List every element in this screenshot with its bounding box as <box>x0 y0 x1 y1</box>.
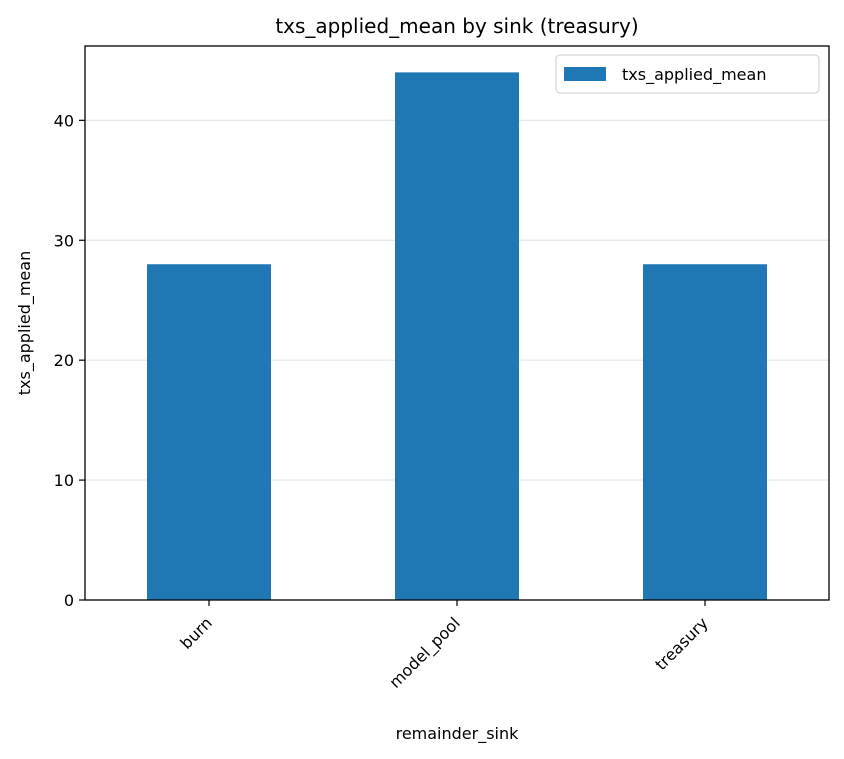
x-tick-label-treasury: treasury <box>651 613 712 674</box>
y-axis-ticks: 0 10 20 30 40 <box>54 111 85 610</box>
y-tick-label-3: 30 <box>54 231 74 250</box>
y-tick-label-4: 40 <box>54 111 74 130</box>
x-axis-label: remainder_sink <box>396 724 520 744</box>
y-tick-label-1: 10 <box>54 471 74 490</box>
bar-burn <box>147 264 271 600</box>
chart-title: txs_applied_mean by sink (treasury) <box>275 14 638 38</box>
legend-box <box>555 54 820 94</box>
x-tick-label-burn: burn <box>176 613 215 652</box>
bars <box>147 72 767 600</box>
bar-treasury <box>643 264 767 600</box>
y-tick-label-0: 0 <box>64 591 74 610</box>
y-axis-label: txs_applied_mean <box>15 251 35 395</box>
y-tick-label-2: 20 <box>54 351 74 370</box>
legend-label: txs_applied_mean <box>622 65 766 85</box>
legend: txs_applied_mean <box>555 54 820 94</box>
bar-model_pool <box>395 72 519 600</box>
x-axis-ticks: burn model_pool treasury <box>176 600 712 693</box>
legend-swatch <box>564 67 606 81</box>
x-tick-label-model_pool: model_pool <box>385 613 464 692</box>
